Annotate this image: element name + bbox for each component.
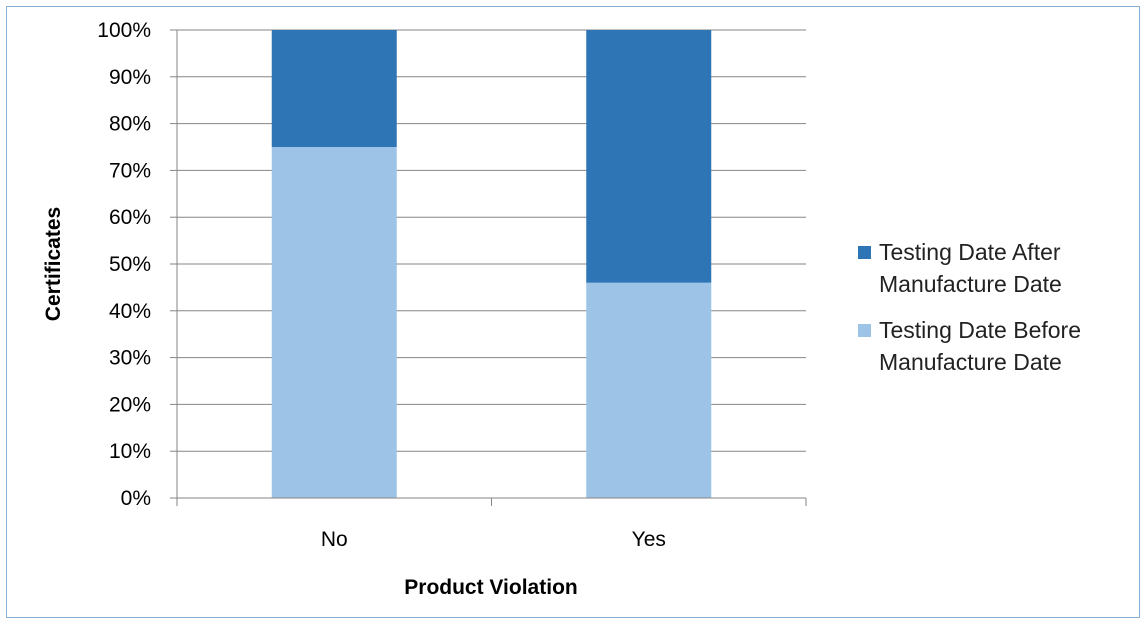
y-tick-label: 0% (121, 487, 151, 510)
legend-item-before: Testing Date Before Manufacture Date (858, 314, 1148, 378)
y-tick-label: 30% (109, 347, 151, 370)
legend-swatch-before (858, 324, 871, 337)
bar-no-series-0 (271, 147, 397, 498)
bar-yes-series-0 (586, 282, 712, 498)
x-tick-label: No (321, 528, 348, 551)
y-tick-label: 50% (109, 253, 151, 276)
legend-label-before: Testing Date Before Manufacture Date (879, 317, 1082, 375)
y-tick-label: 20% (109, 393, 151, 416)
axes (176, 30, 807, 506)
y-axis-title: Certificates (42, 207, 65, 321)
legend-item-after: Testing Date After Manufacture Date (858, 236, 1148, 300)
y-tick-label: 40% (109, 300, 151, 323)
x-tick-label: Yes (632, 528, 666, 551)
x-axis-title: Product Violation (404, 576, 577, 599)
legend: Testing Date After Manufacture Date Test… (858, 236, 1148, 392)
y-tick-label: 100% (97, 19, 151, 42)
x-tick-labels: No Yes (321, 528, 666, 551)
legend-swatch-after (858, 246, 871, 259)
legend-label-after: Testing Date After Manufacture Date (879, 239, 1062, 297)
bar-no-series-1 (271, 30, 397, 147)
y-tick-label: 80% (109, 113, 151, 136)
bar-yes-series-1 (586, 30, 712, 283)
y-tick-labels: 0% 10% 20% 30% 40% 50% 60% 70% 80% 90% 100% (97, 19, 151, 510)
y-tick-label: 90% (109, 66, 151, 89)
y-tick-label: 60% (109, 206, 151, 229)
y-tick-label: 70% (109, 159, 151, 182)
y-tick-label: 10% (109, 440, 151, 463)
chart-area (6, 6, 1140, 618)
bars (271, 30, 712, 498)
